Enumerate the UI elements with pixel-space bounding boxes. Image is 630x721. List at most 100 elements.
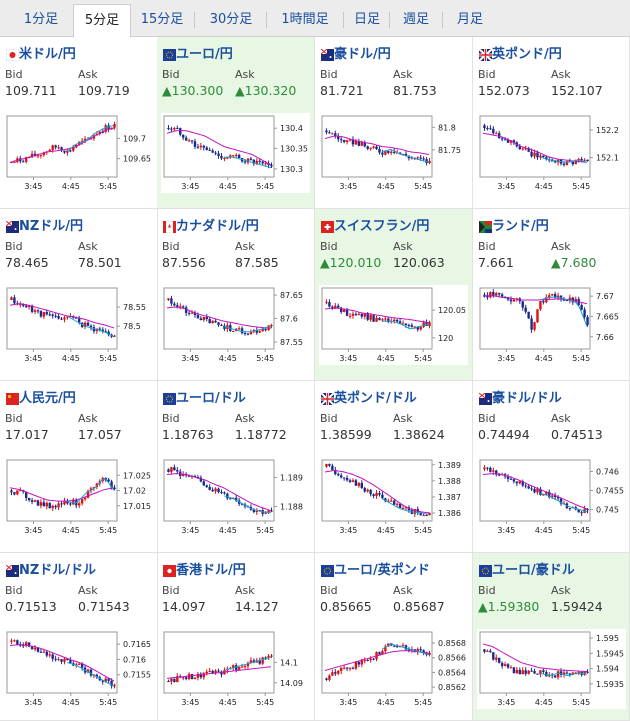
currency-card[interactable]: 人民元/円 Bid Ask 17.017 17.057 17.025 17.02 17.015… [0, 381, 158, 553]
candlestick-chart[interactable]: 1.389 1.388 1.387 1.386 3:45 4:45 5:45 [319, 457, 468, 537]
candlestick-chart[interactable]: 0.8568 0.8566 0.8564 0.8562 3:45 4:45 5:45 [319, 629, 468, 709]
tab-7[interactable]: 月足 [456, 12, 483, 27]
y-tick-label: 17.02 [123, 487, 146, 496]
candlestick-chart[interactable]: 109.7 109.65 3:45 4:45 5:45 [4, 113, 153, 193]
currency-pair-link[interactable]: 人民元/円 [19, 391, 76, 406]
currency-pair-link[interactable]: NZドル/円 [19, 219, 84, 234]
candle-body [86, 669, 90, 673]
currency-pair-link[interactable]: 英ポンド/円 [492, 47, 562, 62]
candle-body [39, 155, 43, 157]
currency-card[interactable]: ユーロ/豪ドル Bid Ask ▲1.59380 1.59424 1.595 1.5945 1… [473, 553, 630, 721]
currency-card[interactable]: 米ドル/円 Bid Ask 109.711 109.719 109.7 109.65 3:45… [0, 37, 158, 209]
candle-body [10, 490, 13, 493]
currency-pair-link[interactable]: ユーロ/英ポンド [334, 563, 430, 578]
candle-body [104, 678, 107, 682]
tab-0[interactable]: 1分足 [23, 12, 59, 27]
candle-body [384, 646, 387, 652]
candle-body [542, 670, 545, 672]
currency-pair-link[interactable]: 英ポンド/ドル [334, 391, 417, 406]
candlestick-chart[interactable]: 152.2 152.1 3:45 4:45 5:45 [477, 113, 626, 193]
candle-body [372, 146, 375, 148]
currency-pair-link[interactable]: ユーロ/円 [176, 47, 233, 62]
currency-pair-link[interactable]: ランド/円 [492, 219, 549, 234]
currency-card[interactable]: 英ポンド/ドル Bid Ask 1.38599 1.38624 1.389 1.388 1.3… [315, 381, 473, 553]
currency-card[interactable]: NZドル/円 Bid Ask 78.465 78.501 78.55 78.5 3:45 4:4… [0, 209, 158, 381]
tab-1[interactable]: 5分足 [73, 4, 131, 38]
tab-3[interactable]: 30分足 [209, 12, 253, 27]
candle-body [328, 463, 331, 466]
candlestick-chart[interactable]: 17.025 17.02 17.015 3:45 4:45 5:45 [4, 457, 153, 537]
candle-body [63, 658, 66, 662]
y-tick-label: 130.35 [280, 145, 308, 154]
candle-body [542, 155, 545, 158]
currency-card[interactable]: カナダドル/円 Bid Ask 87.556 87.585 87.65 87.6 87.55 3… [157, 209, 315, 381]
candle-body [252, 660, 256, 663]
candle-body [419, 512, 422, 516]
candlestick-chart[interactable]: 7.67 7.665 7.66 3:45 4:45 5:45 [477, 285, 626, 365]
candlestick-chart[interactable]: 0.7165 0.716 0.7155 3:45 4:45 5:45 [4, 629, 153, 709]
currency-card[interactable]: ユーロ/英ポンド Bid Ask 0.85665 0.85687 0.8568 0.8566… [315, 553, 473, 721]
currency-card[interactable]: NZドル/ドル Bid Ask 0.71513 0.71543 0.7165 0.716 0.… [0, 553, 158, 721]
candle-body [205, 485, 208, 488]
candle-body [33, 310, 37, 312]
currency-card[interactable]: 豪ドル/ドル Bid Ask 0.74494 0.74513 0.746 0.7455 0.7… [473, 381, 630, 553]
candle-body [345, 477, 349, 481]
currency-pair-link[interactable]: 豪ドル/ドル [492, 391, 562, 406]
y-tick-label: 1.387 [438, 493, 461, 502]
candle-body [39, 502, 43, 506]
tab-4[interactable]: 1時間足 [281, 12, 329, 27]
candlestick-chart[interactable]: 130.4 130.35 130.3 3:45 4:45 5:45 [161, 113, 310, 193]
candle-body [234, 497, 238, 501]
candle-body [545, 491, 548, 495]
currency-pair-link[interactable]: 豪ドル/円 [334, 47, 391, 62]
candle-body [395, 152, 399, 154]
bid-value: 17.017 [5, 427, 49, 442]
currency-card[interactable]: 香港ドル/円 Bid Ask 14.097 14.127 14.1 14.09 3:45 4:4… [157, 553, 315, 721]
candle-body [86, 490, 90, 498]
candlestick-chart[interactable]: 120.05 120 3:45 4:45 5:45 [319, 285, 468, 365]
candle-body [486, 467, 489, 469]
moving-average-line [482, 295, 588, 305]
ask-value: 17.057 [78, 427, 122, 442]
currency-card[interactable]: 豪ドル/円 Bid Ask 81.721 81.753 81.8 81.75 3:45 4:45… [315, 37, 473, 209]
currency-card[interactable]: ユーロ/円 Bid Ask ▲130.300 ▲130.320 130.4 130.35 13… [157, 37, 315, 209]
bid-value: 81.721 [320, 83, 364, 98]
flag-au-icon [320, 46, 335, 62]
short-average-line [540, 296, 588, 327]
candle-body [509, 667, 513, 669]
candle-body [13, 492, 16, 495]
candlestick-chart[interactable]: 14.1 14.09 3:45 4:45 5:45 [161, 629, 310, 709]
flag-cn-icon [5, 390, 20, 406]
currency-card[interactable]: 英ポンド/円 Bid Ask 152.073 152.107 152.2 152.1 3:45… [473, 37, 630, 209]
currency-pair-link[interactable]: ユーロ/ドル [176, 391, 246, 406]
candlestick-chart[interactable]: 87.65 87.6 87.55 3:45 4:45 5:45 [161, 285, 310, 365]
currency-pair-link[interactable]: NZドル/ドル [19, 563, 97, 578]
candle-body [54, 658, 57, 660]
candlestick-chart[interactable]: 1.595 1.5945 1.594 1.5935 3:45 4:45 5:45 [477, 629, 626, 709]
currency-pair-link[interactable]: カナダドル/円 [176, 219, 259, 234]
candlestick-chart[interactable]: 81.8 81.75 3:45 4:45 5:45 [319, 113, 468, 193]
currency-card[interactable]: ユーロ/ドル Bid Ask 1.18763 1.18772 1.189 1.188 3:45… [157, 381, 315, 553]
candle-body [536, 673, 539, 675]
candle-body [509, 478, 513, 480]
candlestick-chart[interactable]: 1.189 1.188 3:45 4:45 5:45 [161, 457, 310, 537]
currency-pair-link[interactable]: スイスフラン/円 [334, 219, 430, 234]
ask-value: 152.107 [551, 83, 603, 98]
candlestick-chart[interactable]: 78.55 78.5 3:45 4:45 5:45 [4, 285, 153, 365]
candle-body [483, 294, 486, 296]
tab-2[interactable]: 15分足 [140, 12, 184, 27]
tab-5[interactable]: 日足 [353, 12, 380, 27]
candle-body [497, 657, 501, 663]
candlestick-chart[interactable]: 0.746 0.7455 0.745 3:45 4:45 5:45 [477, 457, 626, 537]
candle-body [545, 157, 548, 160]
currency-card[interactable]: スイスフラン/円 Bid Ask ▲120.010 120.063 120.05 120 3:… [315, 209, 473, 381]
currency-card[interactable]: ランド/円 Bid Ask 7.661 ▲7.680 7.67 7.665 7.66 3:45 4… [473, 209, 630, 381]
moving-average-line [482, 132, 588, 163]
currency-pair-link[interactable]: ユーロ/豪ドル [492, 563, 575, 578]
short-average-line [67, 662, 115, 687]
y-tick-label: 7.665 [596, 312, 619, 321]
candle-body [22, 645, 25, 647]
tab-6[interactable]: 週足 [402, 12, 429, 27]
currency-pair-link[interactable]: 香港ドル/円 [176, 563, 246, 578]
currency-pair-link[interactable]: 米ドル/円 [19, 47, 76, 62]
